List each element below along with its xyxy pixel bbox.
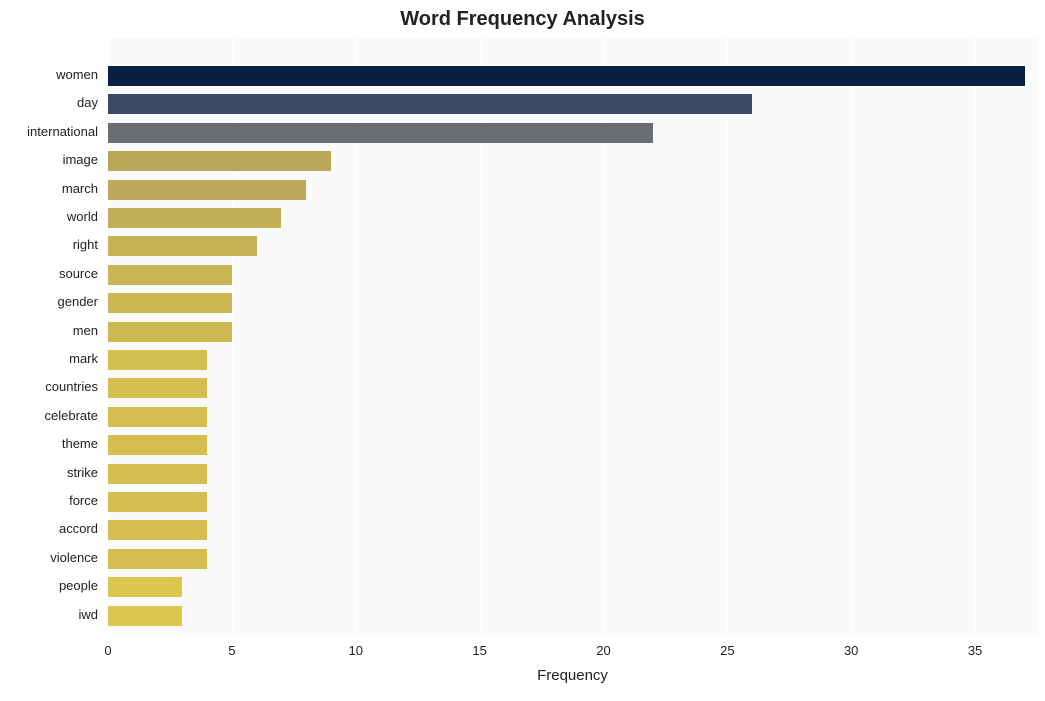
y-tick-label: countries <box>0 379 98 394</box>
y-tick-label: strike <box>0 465 98 480</box>
x-tick-label: 25 <box>720 643 734 658</box>
bar <box>108 208 281 228</box>
x-tick-label: 35 <box>968 643 982 658</box>
bar <box>108 66 1025 86</box>
y-tick-label: day <box>0 95 98 110</box>
x-tick-label: 15 <box>472 643 486 658</box>
bar <box>108 180 306 200</box>
y-tick-label: people <box>0 578 98 593</box>
chart-title: Word Frequency Analysis <box>0 8 1045 31</box>
bar <box>108 123 653 143</box>
bar <box>108 492 207 512</box>
bar <box>108 322 232 342</box>
bar <box>108 94 752 114</box>
y-tick-label: gender <box>0 294 98 309</box>
y-tick-label: mark <box>0 351 98 366</box>
x-tick-label: 0 <box>104 643 111 658</box>
grid-line <box>851 38 852 635</box>
bar <box>108 151 331 171</box>
bar <box>108 520 207 540</box>
grid-line <box>975 38 976 635</box>
y-tick-label: force <box>0 493 98 508</box>
x-tick-label: 10 <box>348 643 362 658</box>
x-tick-label: 30 <box>844 643 858 658</box>
y-tick-label: accord <box>0 521 98 536</box>
y-tick-label: right <box>0 237 98 252</box>
bar <box>108 378 207 398</box>
bar <box>108 236 257 256</box>
y-tick-label: march <box>0 181 98 196</box>
x-tick-label: 5 <box>228 643 235 658</box>
x-tick-label: 20 <box>596 643 610 658</box>
grid-line <box>727 38 728 635</box>
y-tick-label: men <box>0 323 98 338</box>
bar <box>108 435 207 455</box>
y-tick-label: women <box>0 67 98 82</box>
x-axis-label: Frequency <box>108 667 1037 684</box>
y-tick-label: international <box>0 124 98 139</box>
bar <box>108 407 207 427</box>
y-tick-label: violence <box>0 550 98 565</box>
plot-area <box>108 38 1037 635</box>
y-tick-label: image <box>0 152 98 167</box>
y-tick-label: world <box>0 209 98 224</box>
bar <box>108 293 232 313</box>
bar <box>108 464 207 484</box>
bar <box>108 265 232 285</box>
y-tick-label: celebrate <box>0 408 98 423</box>
y-tick-label: source <box>0 266 98 281</box>
y-tick-label: iwd <box>0 607 98 622</box>
bar <box>108 606 182 626</box>
bar <box>108 577 182 597</box>
bar <box>108 350 207 370</box>
bar <box>108 549 207 569</box>
y-tick-label: theme <box>0 436 98 451</box>
